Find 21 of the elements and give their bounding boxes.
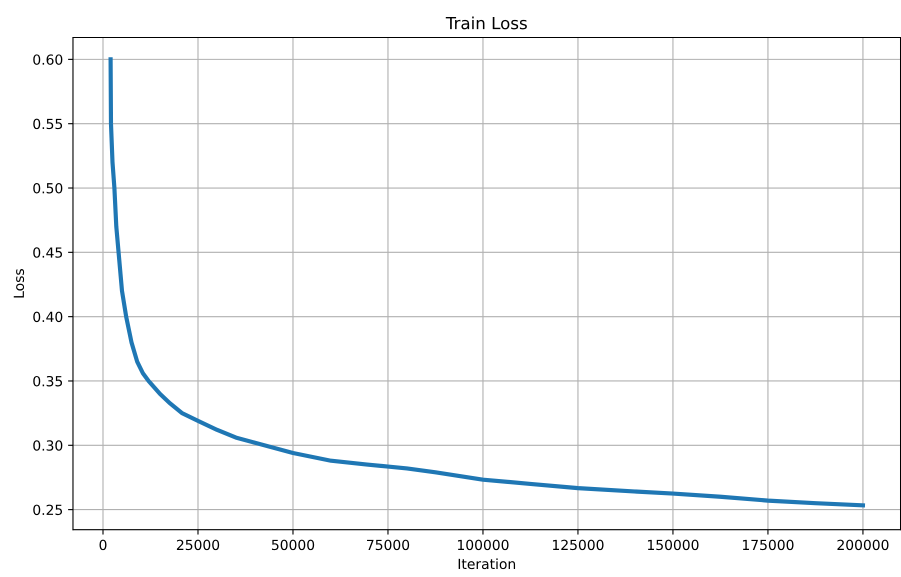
y-tick-label: 0.55: [33, 118, 62, 130]
chart-title: Train Loss: [446, 16, 527, 30]
y-tick-label: 0.40: [33, 312, 62, 322]
y-tick-label: 0.45: [33, 247, 62, 258]
x-axis-title: Iteration: [458, 558, 516, 570]
line-series: [108, 57, 866, 508]
x-tick-label: 100000: [458, 540, 509, 550]
y-axis-title: Loss: [14, 269, 24, 298]
y-tick-label: 0.35: [33, 376, 62, 386]
x-tick-label: 50000: [272, 540, 314, 550]
y-tick-label: 0.25: [33, 504, 62, 516]
x-tick-label: 25000: [176, 540, 220, 550]
x-tick-label: 200000: [837, 540, 889, 550]
y-tick-label: 0.50: [33, 182, 62, 194]
x-tick-label: 75000: [367, 540, 410, 550]
y-tick-label: 0.60: [33, 54, 62, 65]
x-tick-label: 125000: [552, 540, 604, 550]
x-tick-label: 0: [99, 540, 106, 550]
x-tick-label: 150000: [648, 540, 699, 550]
y-tick-label: 0.30: [33, 440, 62, 451]
x-tick-label: 175000: [742, 540, 794, 550]
